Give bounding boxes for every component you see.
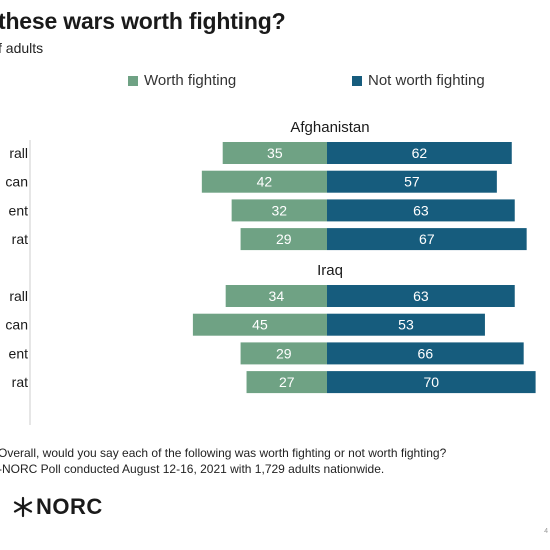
- data-label-worth-fighting: 29: [276, 231, 292, 247]
- bar-not-worth-fighting: [327, 285, 515, 307]
- group-title: Afghanistan: [290, 119, 369, 136]
- bar-not-worth-fighting: [327, 313, 485, 336]
- bar-worth-fighting: [201, 170, 327, 193]
- bar-worth-fighting: [231, 199, 327, 222]
- bar-not-worth-fighting: [327, 371, 536, 394]
- bar-not-worth-fighting: [327, 228, 527, 251]
- bar-worth-fighting: [246, 371, 327, 394]
- page-number: 4: [544, 528, 548, 535]
- data-label-worth-fighting: 34: [269, 288, 285, 304]
- chart-title: these wars worth fighting?: [0, 8, 286, 34]
- norc-star-icon: [13, 496, 33, 518]
- data-label-worth-fighting: 35: [267, 145, 283, 161]
- category-label: ent: [9, 202, 29, 218]
- data-label-worth-fighting: 27: [279, 374, 295, 390]
- legend-swatch-worth: [128, 75, 138, 86]
- legend-label-worth: Worth fighting: [144, 72, 237, 89]
- legend: Worth fighting Not worth fighting: [0, 72, 550, 94]
- data-label-worth-fighting: 32: [272, 202, 288, 218]
- data-label-worth-fighting: 29: [276, 345, 292, 361]
- bar-not-worth-fighting: [327, 342, 524, 365]
- bar-worth-fighting: [240, 342, 327, 365]
- group-title: Iraq: [317, 262, 343, 279]
- category-label: ent: [9, 345, 29, 361]
- data-label-not-worth-fighting: 62: [412, 145, 428, 161]
- footnote-question: Overall, would you say each of the follo…: [0, 446, 447, 460]
- data-label-not-worth-fighting: 66: [418, 345, 434, 361]
- category-label: rat: [12, 374, 28, 390]
- data-label-worth-fighting: 42: [257, 174, 273, 190]
- bar-worth-fighting: [240, 228, 327, 251]
- category-label: rat: [12, 231, 28, 247]
- legend-worth-fighting: Worth fighting: [128, 72, 236, 89]
- category-label: rall: [9, 145, 28, 161]
- category-label: rall: [9, 288, 28, 304]
- bar-worth-fighting: [225, 285, 327, 307]
- chart-subtitle: f adults: [0, 40, 44, 56]
- data-label-not-worth-fighting: 53: [398, 317, 414, 333]
- legend-swatch-not-worth: [352, 75, 362, 86]
- data-label-worth-fighting: 45: [252, 317, 268, 333]
- norc-logo: NORC: [12, 494, 103, 520]
- data-label-not-worth-fighting: 67: [419, 231, 435, 247]
- bar-worth-fighting: [222, 142, 327, 164]
- bar-not-worth-fighting: [327, 199, 515, 222]
- footnote-source: -NORC Poll conducted August 12-16, 2021 …: [0, 462, 385, 476]
- category-label: can: [5, 317, 28, 333]
- category-label: can: [5, 174, 28, 190]
- bar-not-worth-fighting: [327, 142, 512, 164]
- data-label-not-worth-fighting: 63: [413, 202, 429, 218]
- data-label-not-worth-fighting: 63: [413, 288, 429, 304]
- bar-worth-fighting: [192, 313, 327, 336]
- data-label-not-worth-fighting: 57: [404, 174, 420, 190]
- logo-text: NORC: [36, 494, 103, 519]
- bar-not-worth-fighting: [327, 170, 497, 193]
- legend-not-worth-fighting: Not worth fighting: [352, 72, 485, 89]
- data-label-not-worth-fighting: 70: [424, 374, 440, 390]
- legend-label-not-worth: Not worth fighting: [368, 72, 485, 89]
